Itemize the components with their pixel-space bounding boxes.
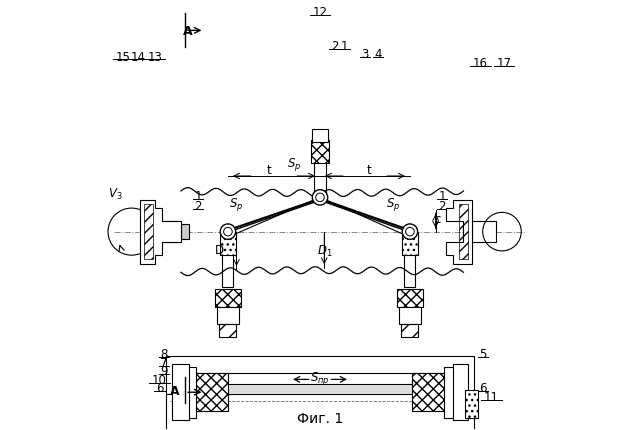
Text: $D_1$: $D_1$ [317, 244, 332, 259]
Text: 2: 2 [194, 200, 202, 213]
Text: $S_{пр}$: $S_{пр}$ [310, 369, 330, 386]
Text: $V_3$: $V_3$ [108, 186, 123, 201]
Circle shape [402, 224, 418, 240]
Text: 11: 11 [484, 390, 499, 403]
Bar [145, 204, 153, 260]
Text: 6: 6 [156, 381, 163, 394]
Text: A: A [182, 25, 192, 38]
Bar [312, 129, 328, 142]
Bar [215, 290, 241, 307]
Bar [189, 373, 451, 384]
Text: 16: 16 [473, 57, 488, 70]
Text: t: t [367, 164, 372, 177]
Text: 2: 2 [331, 40, 339, 53]
Text: D: D [215, 243, 224, 257]
Bar [155, 221, 181, 243]
Text: 12: 12 [312, 6, 328, 18]
Text: 3: 3 [361, 48, 369, 61]
Circle shape [406, 228, 414, 236]
Bar [222, 247, 234, 288]
Bar [189, 373, 228, 412]
Bar [189, 384, 451, 394]
Text: 6: 6 [479, 381, 486, 394]
Text: 7: 7 [160, 356, 168, 369]
Polygon shape [140, 200, 181, 264]
Text: $S_p$: $S_p$ [229, 196, 244, 213]
Bar [465, 390, 477, 418]
Circle shape [316, 194, 324, 202]
Bar [172, 365, 189, 420]
Bar [166, 394, 474, 430]
Text: $S_p$: $S_p$ [287, 155, 301, 172]
Bar [401, 324, 419, 337]
Bar [472, 221, 495, 243]
Bar [404, 247, 415, 288]
Text: 13: 13 [148, 50, 163, 63]
Polygon shape [446, 200, 472, 264]
Bar [314, 155, 326, 198]
Bar [463, 224, 472, 240]
Circle shape [223, 228, 232, 236]
Bar [459, 204, 468, 260]
Bar [217, 307, 239, 324]
Bar [412, 373, 451, 412]
Text: c: c [435, 213, 441, 226]
Bar [181, 224, 189, 240]
Text: $S_p$: $S_p$ [386, 196, 400, 213]
Bar [397, 290, 423, 307]
Bar [399, 307, 420, 324]
Bar [444, 367, 461, 418]
Text: 5: 5 [479, 347, 486, 360]
Text: 17: 17 [497, 57, 511, 70]
Circle shape [312, 190, 328, 206]
Text: 14: 14 [131, 50, 145, 63]
Bar [179, 367, 196, 418]
Text: 2: 2 [438, 200, 446, 213]
Text: 8: 8 [160, 347, 168, 360]
Text: Фиг. 1: Фиг. 1 [297, 411, 343, 425]
Bar [402, 232, 418, 255]
Bar [166, 356, 474, 394]
Bar [452, 365, 468, 420]
Bar [220, 324, 237, 337]
Text: 1: 1 [194, 189, 202, 202]
Text: 15: 15 [116, 50, 131, 63]
Text: 1: 1 [438, 189, 446, 202]
Circle shape [220, 224, 236, 240]
Bar [220, 232, 236, 255]
Text: 4: 4 [374, 48, 381, 61]
Text: t: t [266, 164, 271, 177]
Text: 9: 9 [160, 365, 168, 378]
Text: 1: 1 [341, 40, 349, 53]
Bar [310, 140, 330, 164]
Text: A: A [170, 384, 179, 397]
Text: 10: 10 [152, 373, 167, 386]
